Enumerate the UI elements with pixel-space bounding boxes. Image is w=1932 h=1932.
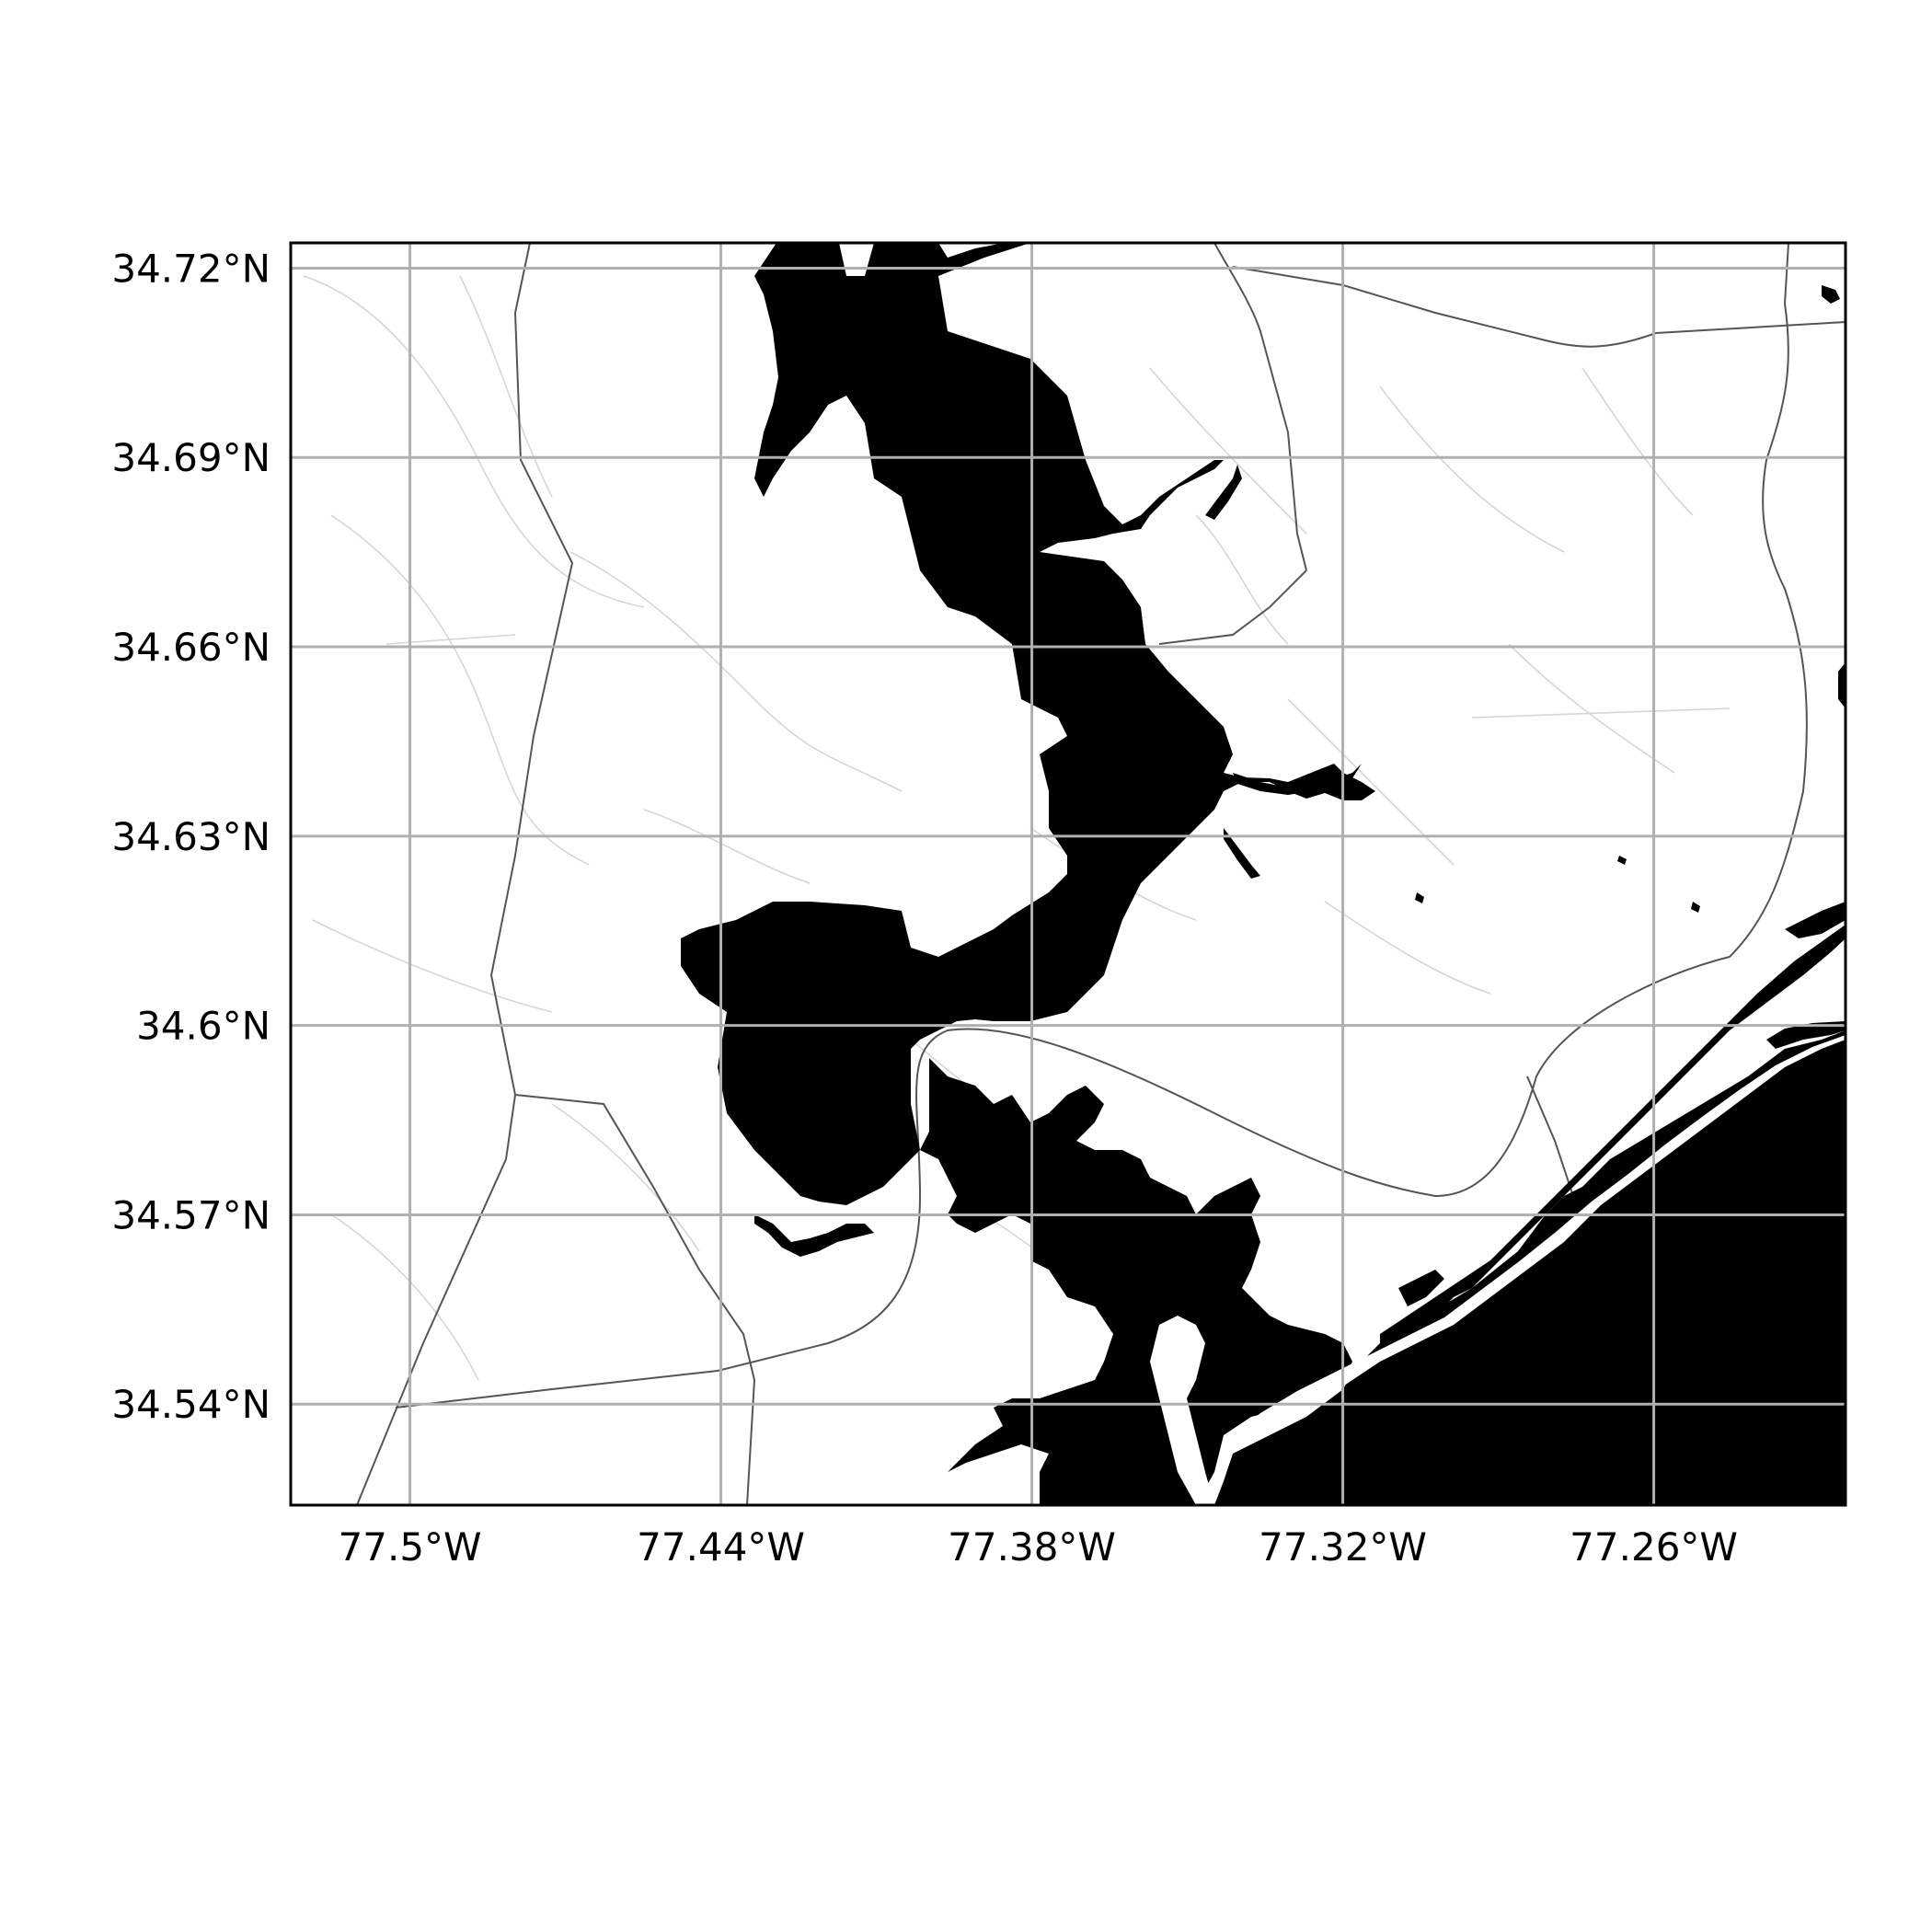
lat-tick-label: 34.6°N (136, 1004, 270, 1049)
tributary-south-central (1003, 1417, 1058, 1444)
marsh-1 (1398, 1270, 1444, 1306)
intracoastal-waterway (1380, 925, 1846, 1343)
river-upper (681, 243, 1375, 1205)
tributary-east (1205, 465, 1242, 520)
road-coastal (1526, 1075, 1574, 1197)
road-southwest (514, 1094, 756, 1505)
lon-tick-label: 77.44°W (637, 1524, 805, 1570)
map-content (303, 243, 1846, 1505)
ocean (1214, 1030, 1846, 1505)
lon-tick-label: 77.32°W (1259, 1524, 1427, 1570)
islands (1150, 1035, 1846, 1505)
pond-small-2 (1415, 892, 1424, 903)
lat-tick-label: 34.54°N (111, 1382, 270, 1427)
road-freedom-way (1232, 266, 1846, 348)
road-west (356, 243, 574, 1505)
east-creek (1766, 1021, 1846, 1049)
latitude-tick-labels: 34.72°N 34.69°N 34.66°N 34.63°N 34.6°N 34.57°… (111, 246, 270, 1427)
tributary-small-1 (1224, 828, 1260, 879)
lon-tick-label: 77.38°W (948, 1524, 1116, 1570)
east-edge-water (1838, 662, 1846, 708)
south-bay (920, 1058, 1352, 1505)
pond-northeast (1822, 285, 1840, 304)
pond-small-1 (1691, 902, 1700, 913)
water (681, 243, 1846, 1505)
lat-tick-label: 34.72°N (111, 246, 270, 291)
tributary-mid-east (1233, 764, 1362, 795)
lat-tick-label: 34.66°N (111, 625, 270, 670)
gridlines (291, 243, 1846, 1505)
lat-tick-label: 34.57°N (111, 1192, 270, 1237)
central-island (1150, 1316, 1214, 1505)
lon-tick-label: 77.26°W (1570, 1524, 1738, 1570)
major-roads (356, 243, 1846, 1505)
axes-frame (289, 241, 1847, 1507)
road-rail (1158, 569, 1307, 645)
road-south-connector (395, 243, 1808, 1409)
lon-tick-label: 77.5°W (339, 1524, 482, 1570)
barrier-island (1224, 1035, 1846, 1454)
lat-tick-label: 34.63°N (111, 814, 270, 859)
east-inlet (1785, 902, 1846, 938)
pond-small-3 (1617, 856, 1627, 865)
road-north-east (1213, 243, 1307, 571)
tributary-south-west (754, 1214, 874, 1257)
lat-tick-label: 34.69°N (111, 435, 270, 480)
longitude-tick-labels: 77.5°W 77.44°W 77.38°W 77.32°W 77.26°W (339, 1524, 1738, 1570)
